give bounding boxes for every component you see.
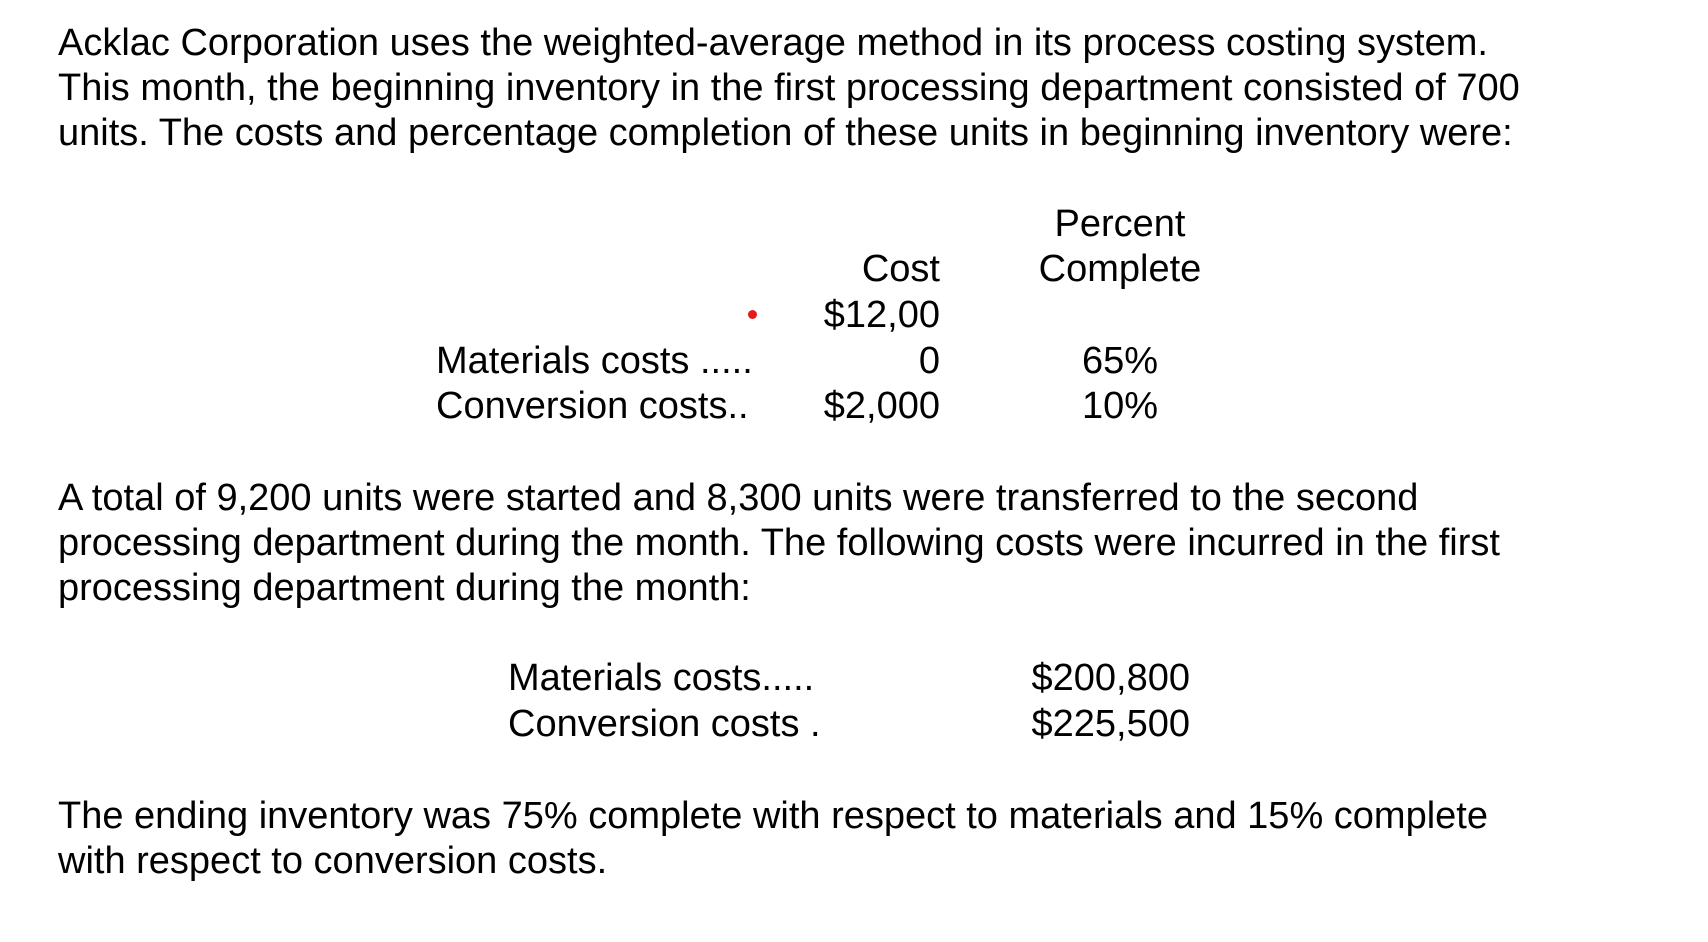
bullet-icon <box>748 310 757 319</box>
middle-line: processing department during the month: <box>58 567 751 609</box>
header-cost: Cost <box>861 248 940 290</box>
intro-line: units. The costs and percentage completi… <box>58 112 1513 154</box>
header-percent-line2: Complete <box>1038 248 1202 290</box>
conversion-cost: $2,000 <box>823 385 940 427</box>
month-conversion-label: Conversion costs . <box>508 703 821 745</box>
conversion-percent: 10% <box>1081 385 1159 427</box>
month-materials-amount: $200,800 <box>1031 657 1191 699</box>
materials-cost-line1: $12,00 <box>823 294 940 336</box>
intro-line: Acklac Corporation uses the weighted-ave… <box>58 22 1488 64</box>
middle-line: A total of 9,200 units were started and … <box>58 477 1419 519</box>
materials-cost-line2: 0 <box>918 340 940 382</box>
month-conversion-amount: $225,500 <box>1031 703 1191 745</box>
middle-line: processing department during the month. … <box>58 522 1500 564</box>
materials-costs-label: Materials costs ..... <box>436 340 753 382</box>
middle-paragraph: A total of 9,200 units were started and … <box>58 476 1500 611</box>
intro-paragraph: Acklac Corporation uses the weighted-ave… <box>58 21 1520 156</box>
header-percent-line1: Percent <box>1054 203 1186 245</box>
intro-line: This month, the beginning inventory in t… <box>58 67 1520 109</box>
conversion-costs-label: Conversion costs.. <box>436 385 749 427</box>
ending-line: The ending inventory was 75% complete wi… <box>58 795 1488 837</box>
ending-line: with respect to conversion costs. <box>58 840 608 882</box>
ending-paragraph: The ending inventory was 75% complete wi… <box>58 794 1488 884</box>
materials-percent: 65% <box>1081 340 1159 382</box>
month-materials-label: Materials costs..... <box>508 657 815 699</box>
